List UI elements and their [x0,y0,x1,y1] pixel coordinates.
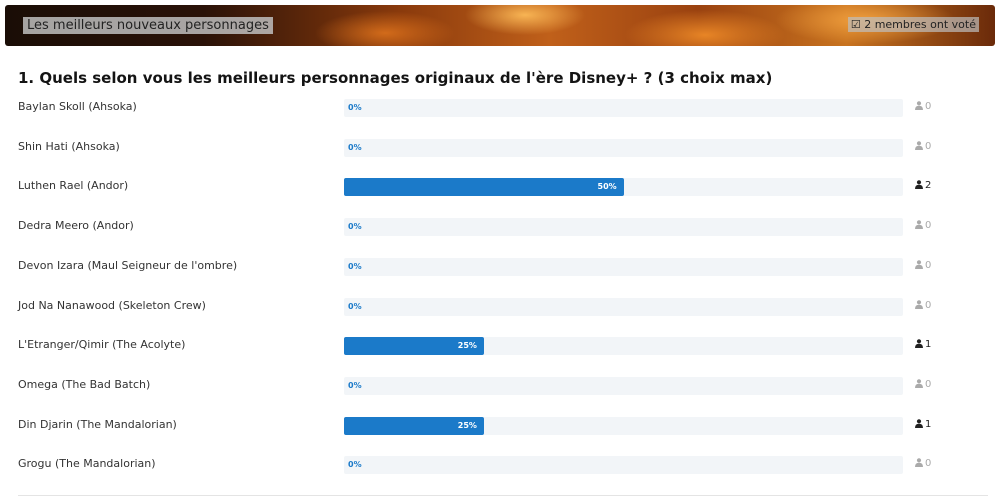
option-row: L'Etranger/Qimir (The Acolyte) 25% 1 [0,336,1000,356]
bar-track: 0% [344,297,903,316]
bar-track: 0% [344,218,903,237]
user-icon [915,458,923,468]
bar-track: 25% [344,337,903,356]
option-label: Omega (The Bad Batch) [18,377,151,391]
option-label: Baylan Skoll (Ahsoka) [18,100,137,113]
user-icon [915,379,923,388]
count: 0 [925,378,932,390]
option-label: Grogu (The Mandalorian) [18,457,156,471]
user-icon [915,299,923,309]
bar-track: 0% [344,456,903,475]
user-icon [915,101,923,110]
vote-count: ☑ 2 membres ont voté [847,17,979,32]
user-icon [915,418,923,428]
option-row: Omega (The Bad Batch) 0% 0 [0,376,1000,396]
option-label: L'Etranger/Qimir (The Acolyte) [18,338,186,352]
user-icon [915,180,923,190]
vote-count: 0 [915,101,931,112]
bar-track: 0% [344,376,903,395]
vote-text: 2 membres ont voté [864,18,976,31]
count: 0 [925,220,932,232]
vote-count: 0 [915,458,931,469]
percent-label: 0% [348,142,362,152]
bar-track: 50% [344,178,903,197]
option-label: Dedra Meero (Andor) [18,219,134,233]
percent-label: 50% [597,182,617,192]
percent-label: 0% [348,103,362,112]
percent-label: 25% [457,341,477,351]
count: 0 [925,259,932,271]
count: 1 [925,418,932,430]
user-icon [915,140,923,150]
vote-count: 2 [915,180,931,191]
option-label: Shin Hati (Ahsoka) [18,139,120,153]
option-row: Devon Izara (Maul Seigneur de l'ombre) 0%… [0,257,1000,277]
option-row: Luthen Rael (Andor) 50% 2 [0,177,1000,197]
count: 2 [925,180,932,192]
vote-count: 0 [915,379,931,390]
percent-label: 0% [348,380,362,390]
vote-count: 1 [915,419,931,430]
count: 1 [925,339,932,351]
option-row: Baylan Skoll (Ahsoka) 0% 0 [0,98,1000,118]
bar-track: 25% [344,416,903,435]
bar-track: 0% [344,257,903,276]
option-row: Din Djarin (The Mandalorian) 25% 1 [0,416,1000,436]
percent-label: 0% [348,301,362,311]
option-row: Shin Hati (Ahsoka) 0% 0 [0,138,1000,158]
option-row: Grogu (The Mandalorian) 0% 0 [0,455,1000,475]
question: 1. Quels selon vous les meilleurs person… [18,69,773,87]
user-icon [915,339,923,349]
option-row: Jod Na Nanawood (Skeleton Crew) 0% 0 [0,297,1000,317]
percent-label: 0% [348,222,362,232]
option-row: Dedra Meero (Andor) 0% 0 [0,217,1000,237]
vote-count: 1 [915,339,931,350]
vote-count: 0 [915,141,931,152]
user-icon [915,259,923,269]
bar [344,337,484,356]
bar-track: 0% [344,138,903,157]
option-label: Din Djarin (The Mandalorian) [18,417,177,431]
header: Les meilleurs nouveaux personnages ☑ 2 m… [5,5,995,46]
count: 0 [925,101,932,112]
bar [344,178,624,197]
vote-count: 0 [915,260,931,271]
percent-label: 25% [457,420,477,430]
vote-count: 0 [915,220,931,231]
percent-label: 0% [348,261,362,271]
vote-count: 0 [915,300,931,311]
option-label: Jod Na Nanawood (Skeleton Crew) [18,298,206,312]
count: 0 [925,299,932,311]
bar [344,416,484,435]
option-label: Devon Izara (Maul Seigneur de l'ombre) [18,258,238,272]
count: 0 [925,140,932,152]
bar-track: 0% [344,99,903,117]
percent-label: 0% [348,460,362,470]
poll-title: Les meilleurs nouveaux personnages [23,17,273,34]
option-label: Luthen Rael (Andor) [18,179,129,193]
user-icon [915,220,923,230]
divider [18,495,988,496]
count: 0 [925,458,932,470]
